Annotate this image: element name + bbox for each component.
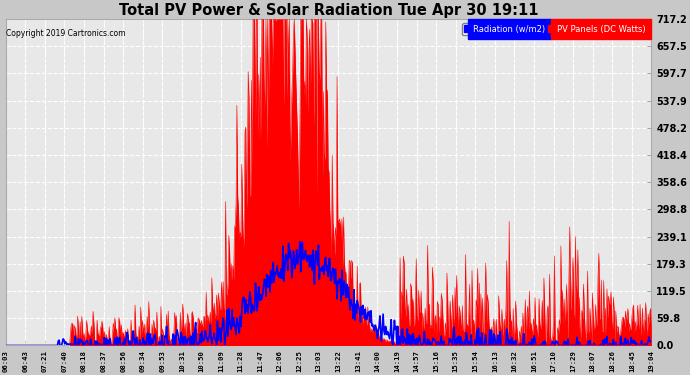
Text: Copyright 2019 Cartronics.com: Copyright 2019 Cartronics.com — [6, 29, 126, 38]
Legend: Radiation (w/m2), PV Panels (DC Watts): Radiation (w/m2), PV Panels (DC Watts) — [462, 23, 647, 36]
Title: Total PV Power & Solar Radiation Tue Apr 30 19:11: Total PV Power & Solar Radiation Tue Apr… — [119, 3, 538, 18]
